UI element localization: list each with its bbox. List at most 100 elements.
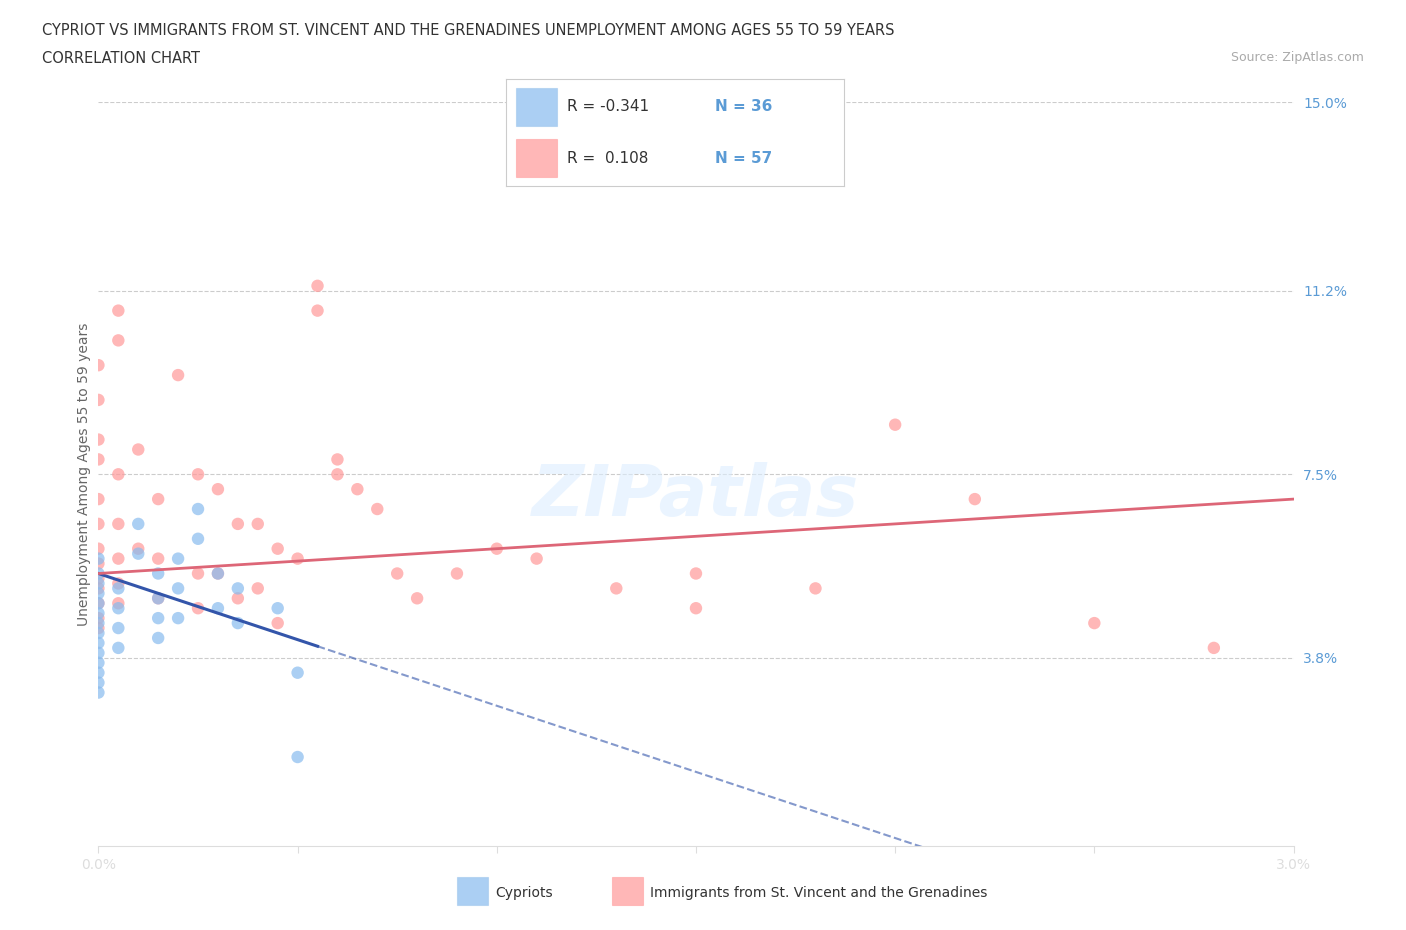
Point (87, 432, 110, 447)
Point (148, 492, 170, 507)
Point (87, 596, 110, 611)
Text: N = 57: N = 57 (716, 151, 773, 166)
Point (385, 566, 409, 581)
Point (207, 482, 229, 497)
Point (246, 581, 269, 596)
Point (107, 641, 129, 656)
Point (187, 566, 209, 581)
Point (1202, 641, 1225, 656)
Point (87, 551, 110, 566)
Point (127, 546, 149, 561)
Point (307, 278, 329, 293)
Point (148, 551, 170, 566)
Point (187, 501, 209, 516)
Point (605, 581, 627, 596)
Point (246, 516, 269, 531)
Point (148, 611, 170, 626)
Point (326, 452, 349, 467)
Point (87, 616, 110, 631)
Point (87, 685, 110, 700)
Point (366, 501, 388, 516)
Point (107, 581, 129, 596)
Point (107, 576, 129, 591)
Point (87, 605, 110, 620)
Point (127, 516, 149, 531)
Point (187, 601, 209, 616)
Point (87, 571, 110, 586)
Point (804, 581, 827, 596)
Point (207, 566, 229, 581)
Point (287, 551, 309, 566)
Point (267, 541, 290, 556)
Point (87, 665, 110, 680)
Point (167, 551, 190, 566)
Point (107, 551, 129, 566)
Point (226, 516, 249, 531)
Point (127, 541, 149, 556)
Text: Cypriots: Cypriots (495, 885, 553, 900)
Point (107, 601, 129, 616)
Point (446, 566, 468, 581)
Point (107, 620, 129, 635)
Point (107, 303, 129, 318)
Text: N = 36: N = 36 (716, 100, 773, 114)
Point (326, 467, 349, 482)
Point (226, 616, 249, 631)
Point (226, 581, 249, 596)
Point (685, 566, 707, 581)
Point (148, 631, 170, 645)
Text: R = -0.341: R = -0.341 (567, 100, 650, 114)
Point (287, 665, 309, 680)
Point (884, 418, 907, 432)
Point (226, 591, 249, 605)
Point (87, 620, 110, 635)
Point (87, 358, 110, 373)
Point (107, 516, 129, 531)
Point (87, 566, 110, 581)
Point (307, 303, 329, 318)
Point (526, 551, 548, 566)
Point (87, 392, 110, 407)
Point (87, 611, 110, 626)
Point (87, 556, 110, 571)
Point (406, 591, 429, 605)
Point (685, 601, 707, 616)
Point (87, 492, 110, 507)
Point (1083, 616, 1105, 631)
Point (167, 367, 190, 382)
Point (287, 750, 309, 764)
Point (87, 541, 110, 556)
Text: Source: ZipAtlas.com: Source: ZipAtlas.com (1230, 51, 1364, 64)
Point (167, 611, 190, 626)
Y-axis label: Unemployment Among Ages 55 to 59 years: Unemployment Among Ages 55 to 59 years (77, 323, 91, 626)
Point (485, 541, 508, 556)
Point (167, 581, 190, 596)
Point (87, 675, 110, 690)
Point (963, 492, 986, 507)
Point (127, 442, 149, 457)
Bar (516, 139, 557, 178)
Point (187, 467, 209, 482)
Point (87, 452, 110, 467)
Point (87, 586, 110, 601)
Point (207, 601, 229, 616)
Point (148, 591, 170, 605)
Text: R =  0.108: R = 0.108 (567, 151, 648, 166)
Text: CORRELATION CHART: CORRELATION CHART (42, 51, 200, 66)
Point (148, 566, 170, 581)
Point (87, 645, 110, 660)
Point (187, 531, 209, 546)
Point (87, 581, 110, 596)
Text: Immigrants from St. Vincent and the Grenadines: Immigrants from St. Vincent and the Gren… (650, 885, 987, 900)
Text: ZIPatlas: ZIPatlas (533, 462, 859, 531)
Point (207, 566, 229, 581)
Text: CYPRIOT VS IMMIGRANTS FROM ST. VINCENT AND THE GRENADINES UNEMPLOYMENT AMONG AGE: CYPRIOT VS IMMIGRANTS FROM ST. VINCENT A… (42, 23, 894, 38)
Point (267, 601, 290, 616)
Point (87, 516, 110, 531)
Point (87, 576, 110, 591)
Point (107, 467, 129, 482)
Point (107, 333, 129, 348)
Bar (516, 87, 557, 126)
Point (87, 596, 110, 611)
Point (267, 616, 290, 631)
